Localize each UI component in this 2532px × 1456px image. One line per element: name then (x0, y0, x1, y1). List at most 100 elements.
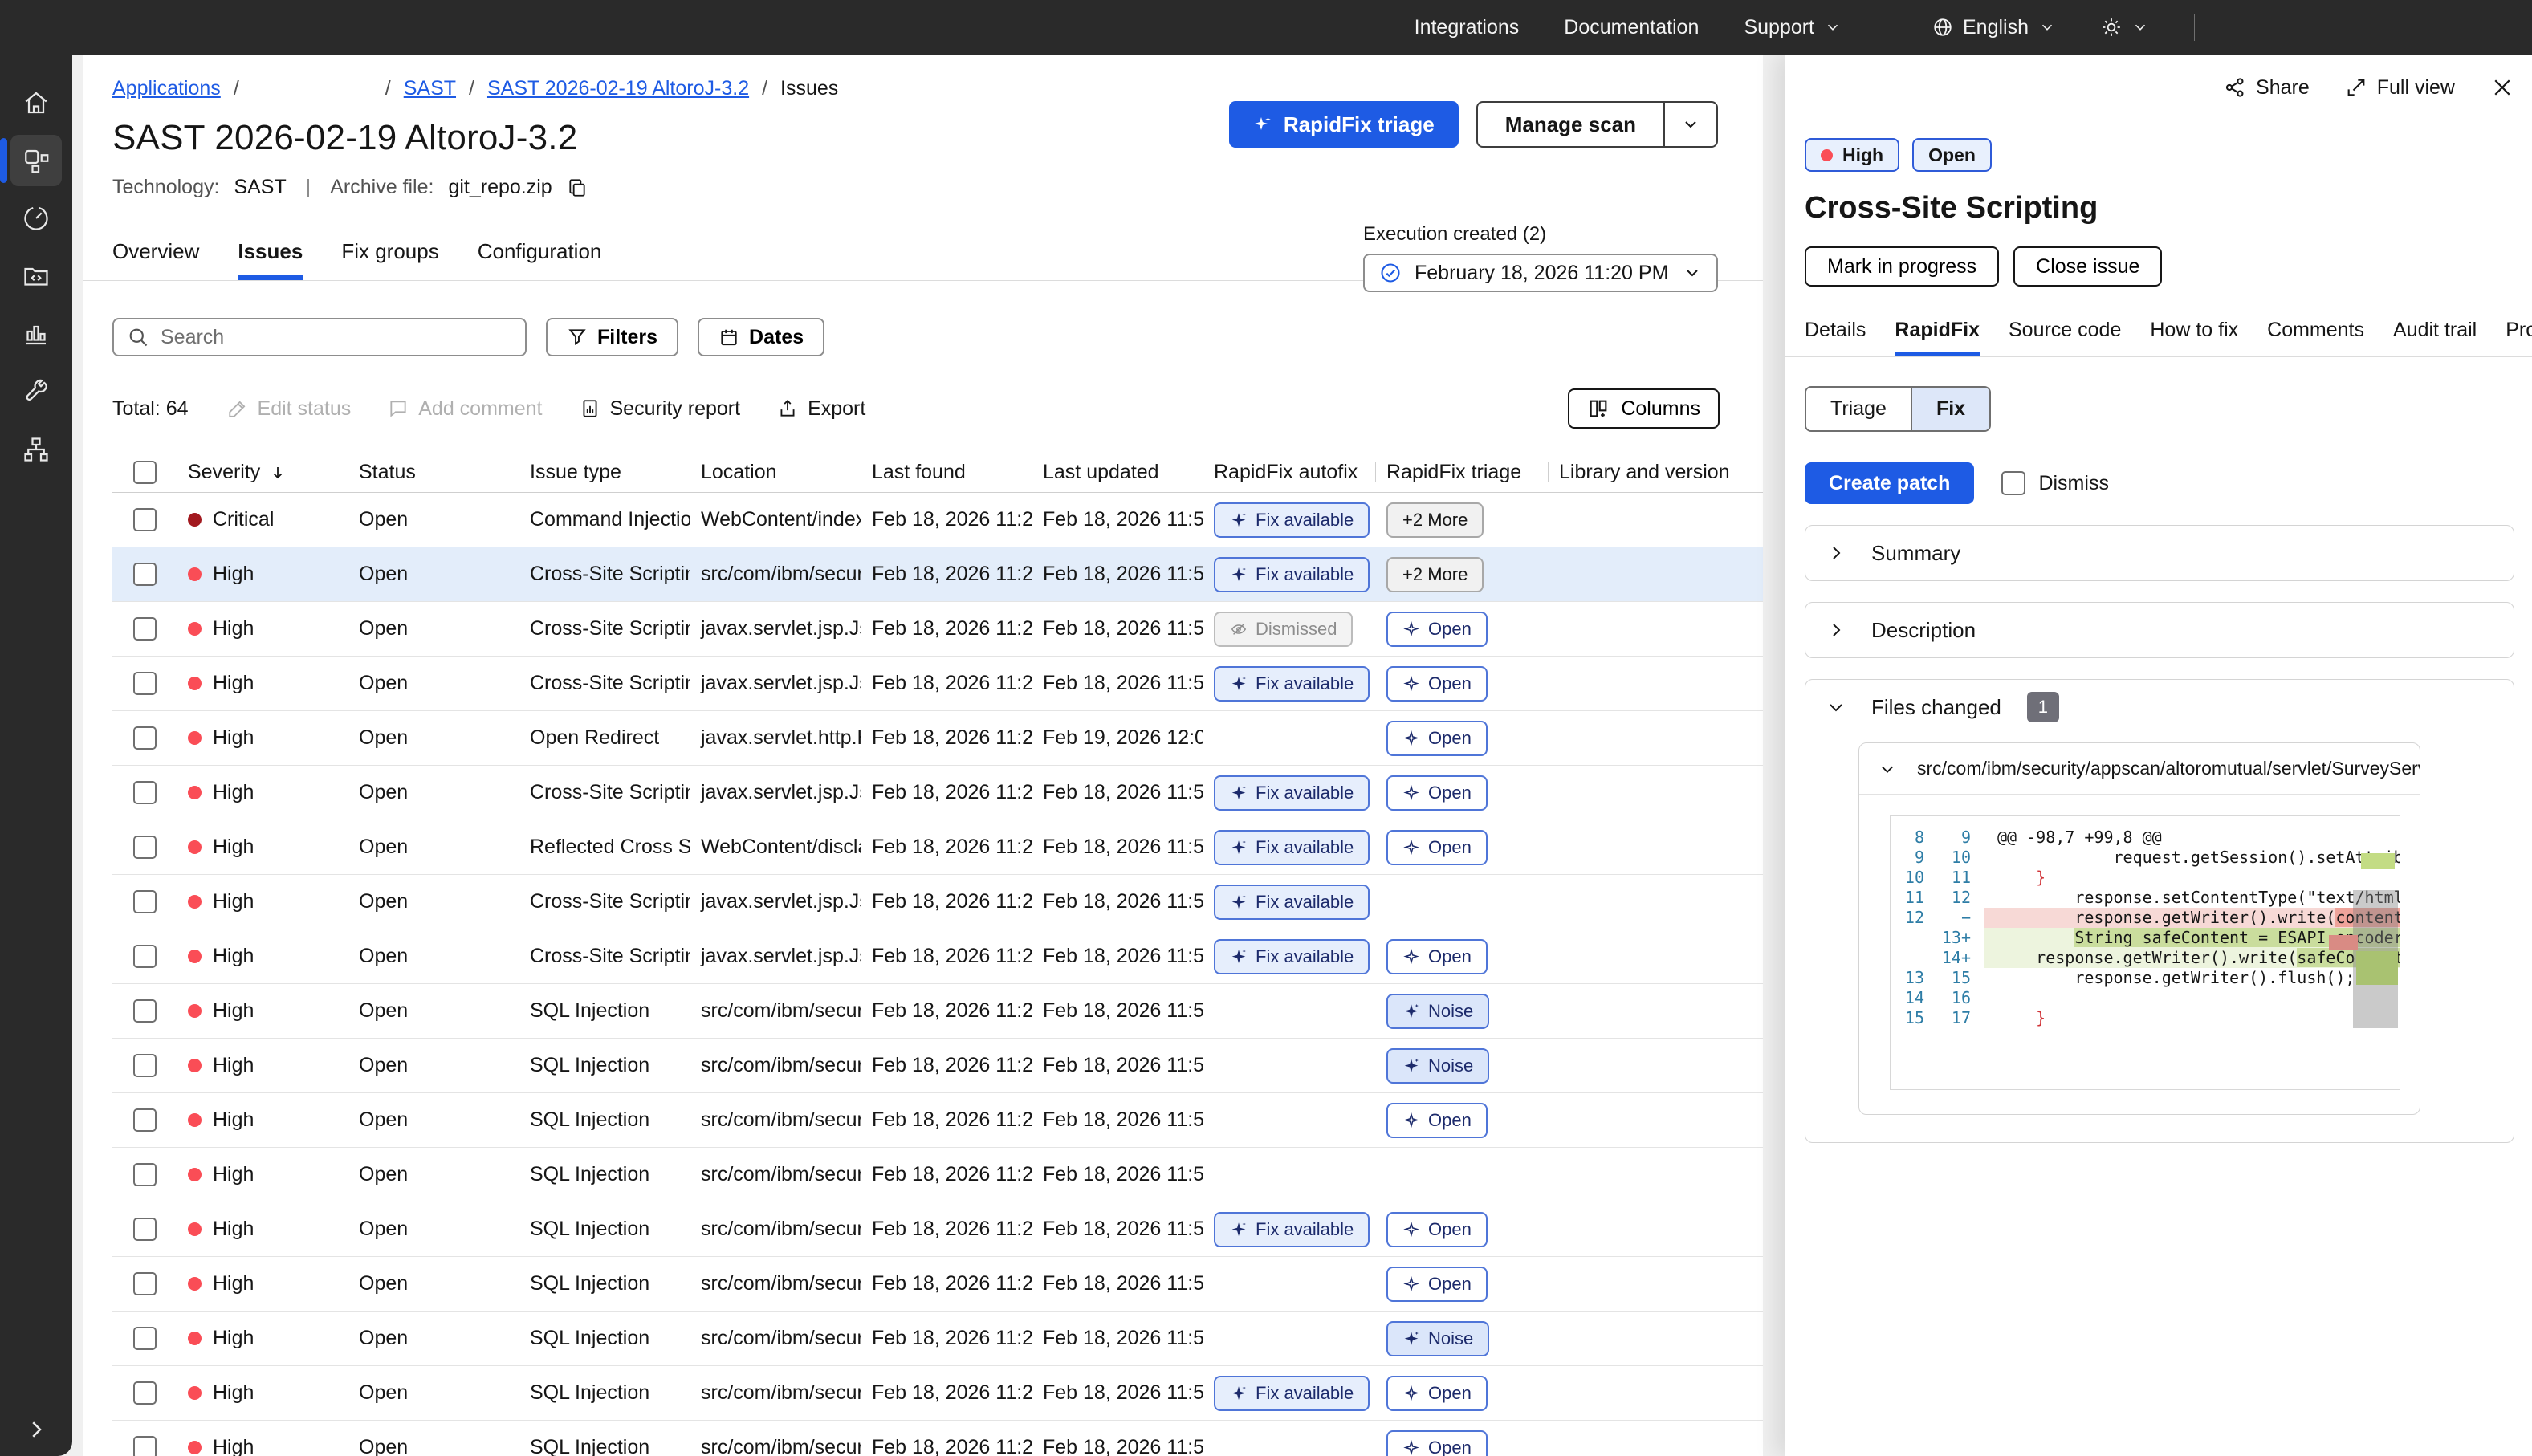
full-view-button[interactable]: Full view (2345, 76, 2455, 100)
triage-open-badge[interactable]: Open (1386, 1375, 1488, 1411)
columns-button[interactable]: Columns (1568, 388, 1720, 429)
export-button[interactable]: Export (777, 397, 865, 421)
row-checkbox[interactable] (132, 672, 157, 695)
table-row[interactable]: High Open Cross-Site Scripting javax.servle… (112, 657, 1763, 711)
manage-scan-button[interactable]: Manage scan (1478, 103, 1665, 146)
fix-available-badge[interactable]: Fix available (1214, 775, 1370, 811)
tab-configuration[interactable]: Configuration (477, 239, 602, 263)
execution-select[interactable]: February 18, 2026 11:20 PM (1363, 254, 1718, 292)
tab-audit-trail[interactable]: Audit trail (2393, 319, 2477, 341)
row-checkbox[interactable] (132, 726, 157, 750)
triage-segment[interactable]: Triage (1806, 388, 1911, 430)
copy-icon[interactable] (567, 177, 588, 198)
tab-rapidfix[interactable]: RapidFix (1895, 319, 1980, 356)
close-panel-button[interactable] (2490, 75, 2514, 100)
tab-fix-groups[interactable]: Fix groups (341, 239, 439, 263)
tab-how-to-fix[interactable]: How to fix (2150, 319, 2239, 341)
table-row[interactable]: High Open SQL Injection src/com/ibm/securit… (112, 1366, 1763, 1421)
fix-available-badge[interactable]: Fix available (1214, 1211, 1370, 1247)
tab-details[interactable]: Details (1805, 319, 1866, 341)
mark-in-progress-button[interactable]: Mark in progress (1805, 246, 2000, 287)
row-checkbox[interactable] (132, 1218, 157, 1241)
tab-properties[interactable]: Properties (2506, 319, 2532, 341)
table-row[interactable]: High Open Cross-Site Scripting javax.servle… (112, 929, 1763, 984)
row-checkbox[interactable] (132, 1327, 157, 1350)
description-header[interactable]: Description (1805, 603, 2514, 657)
filters-button[interactable]: Filters (546, 318, 679, 356)
fix-available-badge[interactable]: Fix available (1214, 1375, 1370, 1411)
triage-open-badge[interactable]: Open (1386, 1266, 1488, 1302)
rapidfix-triage-button[interactable]: RapidFix triage (1228, 101, 1459, 148)
nav-documentation[interactable]: Documentation (1564, 15, 1700, 39)
fix-available-badge[interactable]: Fix available (1214, 829, 1370, 865)
tab-comments[interactable]: Comments (2267, 319, 2365, 341)
fix-available-badge[interactable]: Fix available (1214, 665, 1370, 702)
triage-noise-badge[interactable]: Noise (1386, 993, 1490, 1029)
edit-status-button[interactable]: Edit status (227, 397, 351, 421)
close-issue-button[interactable]: Close issue (2013, 246, 2163, 287)
fix-available-badge[interactable]: Fix available (1214, 938, 1370, 974)
tab-issues[interactable]: Issues (238, 239, 303, 280)
triage-open-badge[interactable]: Open (1386, 829, 1488, 865)
row-checkbox[interactable] (132, 1054, 157, 1077)
nav-integrations[interactable]: Integrations (1414, 15, 1520, 39)
triage-open-badge[interactable]: Open (1386, 611, 1488, 647)
table-row[interactable]: High Open SQL Injection src/com/ibm/securit… (112, 1039, 1763, 1093)
row-checkbox[interactable] (132, 1272, 157, 1295)
breadcrumb-item[interactable]: SAST 2026-02-19 AltoroJ-3.2 (486, 77, 750, 100)
row-checkbox[interactable] (132, 836, 157, 859)
more-triage-button[interactable]: +2 More (1386, 556, 1484, 592)
search-input[interactable] (161, 325, 512, 349)
triage-noise-badge[interactable]: Noise (1386, 1047, 1490, 1084)
column-header-location[interactable]: Location (690, 453, 861, 492)
expand-sidebar-button[interactable] (0, 1417, 72, 1442)
summary-header[interactable]: Summary (1805, 526, 2514, 580)
add-comment-button[interactable]: Add comment (388, 397, 543, 421)
dismissed-badge[interactable]: Dismissed (1214, 611, 1354, 647)
fix-segment[interactable]: Fix (1910, 388, 1990, 430)
row-checkbox[interactable] (132, 1381, 157, 1405)
table-row[interactable]: High Open SQL Injection src/com/ibm/securit… (112, 1202, 1763, 1257)
sidebar-item-home[interactable] (10, 77, 62, 128)
diff-viewer[interactable]: 8 9 @@ -98,7 +99,8 @@ 9 10 request.getSessio… (1890, 815, 2400, 1090)
dates-button[interactable]: Dates (698, 318, 825, 356)
select-all-checkbox[interactable] (132, 461, 157, 484)
sidebar-item-applications[interactable] (0, 135, 62, 186)
breadcrumb-item[interactable]: Applications (112, 77, 221, 100)
table-row[interactable]: High Open Cross-Site Scripting src/com/ibm/… (112, 547, 1763, 602)
row-checkbox[interactable] (132, 890, 157, 913)
table-row[interactable]: High Open SQL Injection src/com/ibm/securit… (112, 1421, 1763, 1456)
row-checkbox[interactable] (132, 1163, 157, 1186)
breadcrumb-item[interactable]: SAST (403, 77, 457, 100)
security-report-button[interactable]: Security report (580, 397, 740, 421)
row-checkbox[interactable] (132, 508, 157, 531)
table-row[interactable]: Critical Open Command Injection WebContent/… (112, 493, 1763, 547)
column-header-last-updated[interactable]: Last updated (1032, 453, 1203, 492)
fix-available-badge[interactable]: Fix available (1214, 502, 1370, 538)
column-header-status[interactable]: Status (348, 453, 519, 492)
sidebar-item-scans[interactable] (10, 193, 62, 244)
column-header-last-found[interactable]: Last found (861, 453, 1032, 492)
changed-file-header[interactable]: src/com/ibm/security/appscan/altoromutua… (1859, 743, 2420, 795)
row-checkbox[interactable] (132, 999, 157, 1023)
row-checkbox[interactable] (132, 945, 157, 968)
language-selector[interactable]: English (1932, 16, 2056, 39)
create-patch-button[interactable]: Create patch (1805, 462, 1975, 504)
tab-overview[interactable]: Overview (112, 239, 200, 263)
triage-noise-badge[interactable]: Noise (1386, 1320, 1490, 1356)
table-row[interactable]: High Open SQL Injection src/com/ibm/securit… (112, 1093, 1763, 1148)
sidebar-item-code-repos[interactable] (10, 250, 62, 302)
triage-open-badge[interactable]: Open (1386, 665, 1488, 702)
tab-source-code[interactable]: Source code (2009, 319, 2122, 341)
table-row[interactable]: High Open SQL Injection src/com/ibm/securit… (112, 1257, 1763, 1312)
triage-open-badge[interactable]: Open (1386, 1211, 1488, 1247)
share-button[interactable]: Share (2224, 76, 2310, 100)
manage-scan-caret[interactable] (1665, 103, 1716, 146)
column-header-rapidfix-triage[interactable]: RapidFix triage (1375, 453, 1548, 492)
row-checkbox[interactable] (132, 781, 157, 804)
table-row[interactable]: High Open Cross-Site Scripting javax.servle… (112, 602, 1763, 657)
row-checkbox[interactable] (132, 563, 157, 586)
triage-open-badge[interactable]: Open (1386, 775, 1488, 811)
dismiss-checkbox[interactable] (2001, 471, 2026, 495)
row-checkbox[interactable] (132, 1108, 157, 1132)
